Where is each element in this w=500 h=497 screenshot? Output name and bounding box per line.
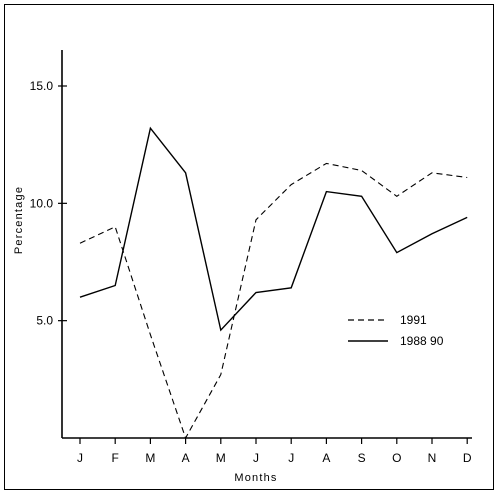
legend-label-1988-90: 1988 90 (400, 334, 444, 348)
legend: 1991 1988 90 (348, 313, 444, 348)
y-ticks: 5.0 10.0 15.0 (30, 79, 67, 328)
series-line-1988-90 (79, 126, 468, 332)
x-axis-title: Months (234, 472, 277, 484)
x-tick-label: M (216, 451, 226, 465)
x-tick-label: N (428, 451, 437, 465)
chart-frame (4, 4, 494, 490)
series-lines (79, 126, 468, 440)
y-tick-label: 10.0 (30, 196, 54, 210)
x-tick-label: J (77, 451, 83, 465)
x-tick-label: S (358, 451, 366, 465)
axes (61, 50, 472, 439)
x-tick-label: A (182, 451, 190, 465)
y-tick-label: 5.0 (36, 314, 53, 328)
x-tick-label: A (322, 451, 330, 465)
x-tick-label: D (463, 451, 472, 465)
series-line-1991 (79, 162, 468, 440)
x-tick-label: J (288, 451, 294, 465)
x-tick-label: F (112, 451, 119, 465)
x-tick-label: J (253, 451, 259, 465)
x-tick-label: O (392, 451, 401, 465)
x-tick-label: M (145, 451, 155, 465)
y-tick-label: 15.0 (30, 79, 54, 93)
y-axis-title: Percentage (13, 186, 25, 254)
legend-label-1991: 1991 (400, 313, 427, 327)
